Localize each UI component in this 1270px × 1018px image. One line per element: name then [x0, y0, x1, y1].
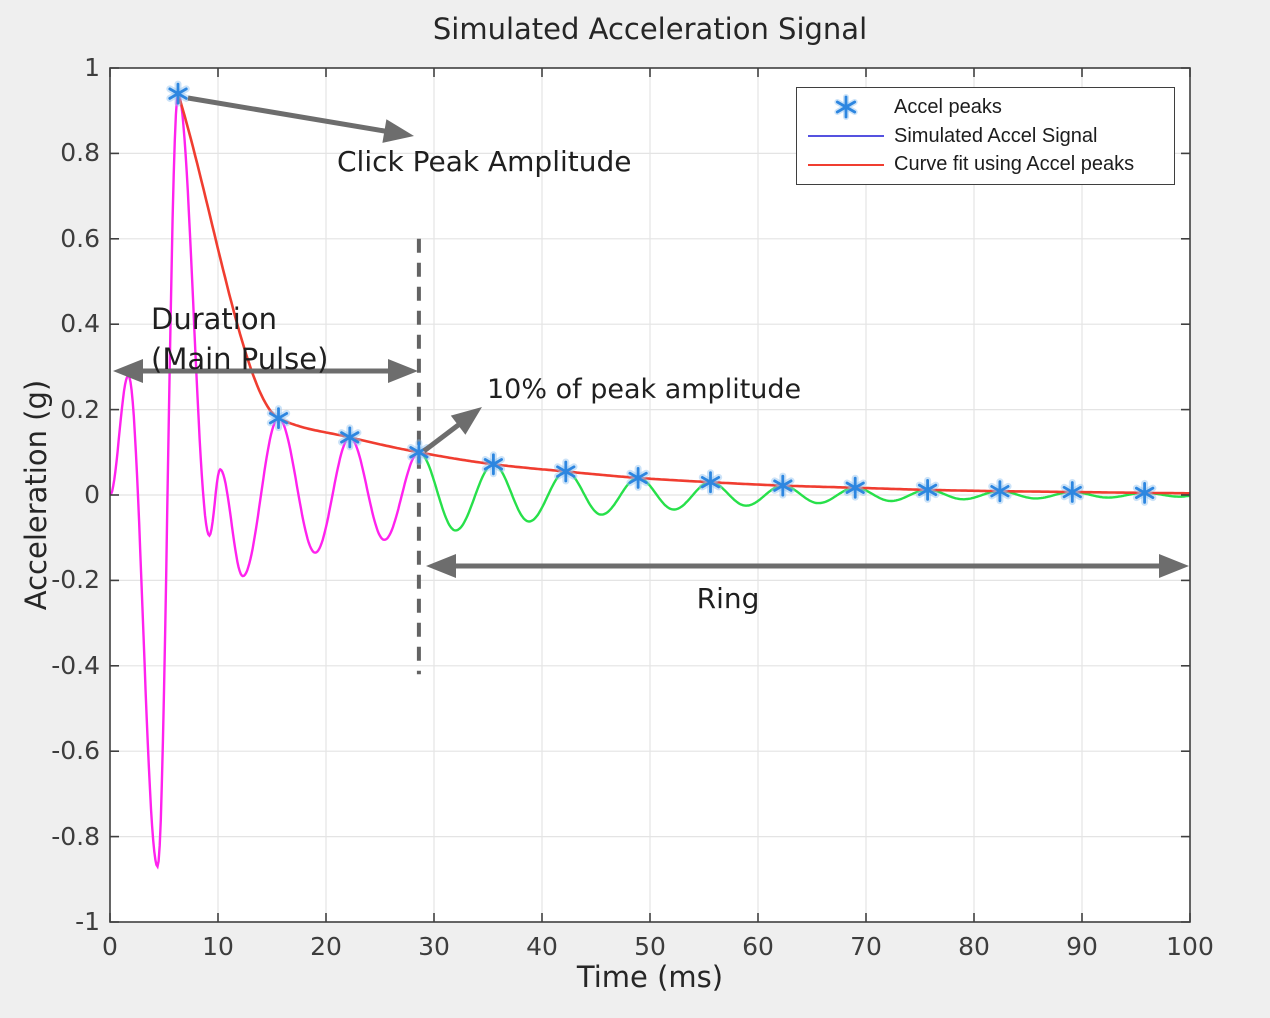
y-tick-label: -0.8 [51, 821, 100, 851]
legend-asterisk-icon [797, 94, 894, 121]
y-tick-label: 0.6 [60, 223, 100, 253]
chart-title: Simulated Acceleration Signal [432, 12, 868, 46]
y-tick-label: -0.6 [51, 736, 100, 766]
y-tick-label: -0.4 [51, 650, 100, 680]
legend-item-0: Accel peaks [797, 93, 1174, 122]
ring-arrow [426, 554, 1189, 578]
y-tick-label: 0.4 [60, 309, 100, 339]
legend-item-label: Simulated Accel Signal [894, 124, 1098, 147]
x-tick-label: 80 [958, 932, 990, 961]
annotation-duration-line1: Duration [151, 302, 277, 336]
tick-marks [109, 67, 1191, 923]
annotation-duration-line2: (Main Pulse) [151, 342, 329, 376]
annotation-click-peak-amplitude: Click Peak Amplitude [337, 145, 632, 178]
x-tick-label: 70 [850, 932, 882, 961]
x-tick-label: 100 [1166, 932, 1214, 961]
annotation-duration-main-pulse: Duration (Main Pulse) [151, 299, 328, 379]
duration-arrow [113, 359, 418, 383]
y-tick-label: -0.2 [51, 565, 100, 595]
legend-item-label: Accel peaks [894, 95, 1002, 118]
legend-item-label: Curve fit using Accel peaks [894, 153, 1135, 176]
y-tick-label: 0 [84, 480, 100, 509]
x-tick-label: 50 [634, 932, 666, 961]
x-tick-label: 0 [102, 932, 118, 961]
x-tick-label: 40 [526, 932, 558, 961]
y-tick-label: 1 [84, 53, 100, 82]
signal-main-pulse-curve [109, 90, 420, 870]
y-tick-label: 0.2 [60, 394, 100, 424]
x-axis-label: Time (ms) [576, 960, 724, 994]
annotation-ten-percent-of-peak: 10% of peak amplitude [487, 374, 802, 405]
click-peak-arrow [187, 95, 414, 143]
x-tick-label: 20 [310, 932, 342, 961]
x-tick-label: 60 [742, 932, 774, 961]
accel-peak-markers[interactable] [166, 80, 1157, 506]
legend-item-2: Curve fit using Accel peaks [797, 150, 1174, 179]
ten-percent-arrow [422, 407, 482, 453]
y-tick-label: -1 [75, 907, 100, 936]
annotation-ring: Ring [696, 582, 760, 615]
x-tick-label: 90 [1066, 932, 1098, 961]
x-tick-label: 10 [202, 932, 234, 961]
y-tick-label: 0.8 [60, 138, 100, 168]
legend-item-1: Simulated Accel Signal [797, 122, 1174, 151]
x-tick-label: 30 [418, 932, 450, 961]
legend-line-sample [797, 163, 894, 166]
signal-ring-curve [418, 451, 1190, 532]
legend-line-sample [797, 135, 894, 137]
legend: Accel peaks Simulated Accel Signal Curve f… [796, 87, 1175, 185]
